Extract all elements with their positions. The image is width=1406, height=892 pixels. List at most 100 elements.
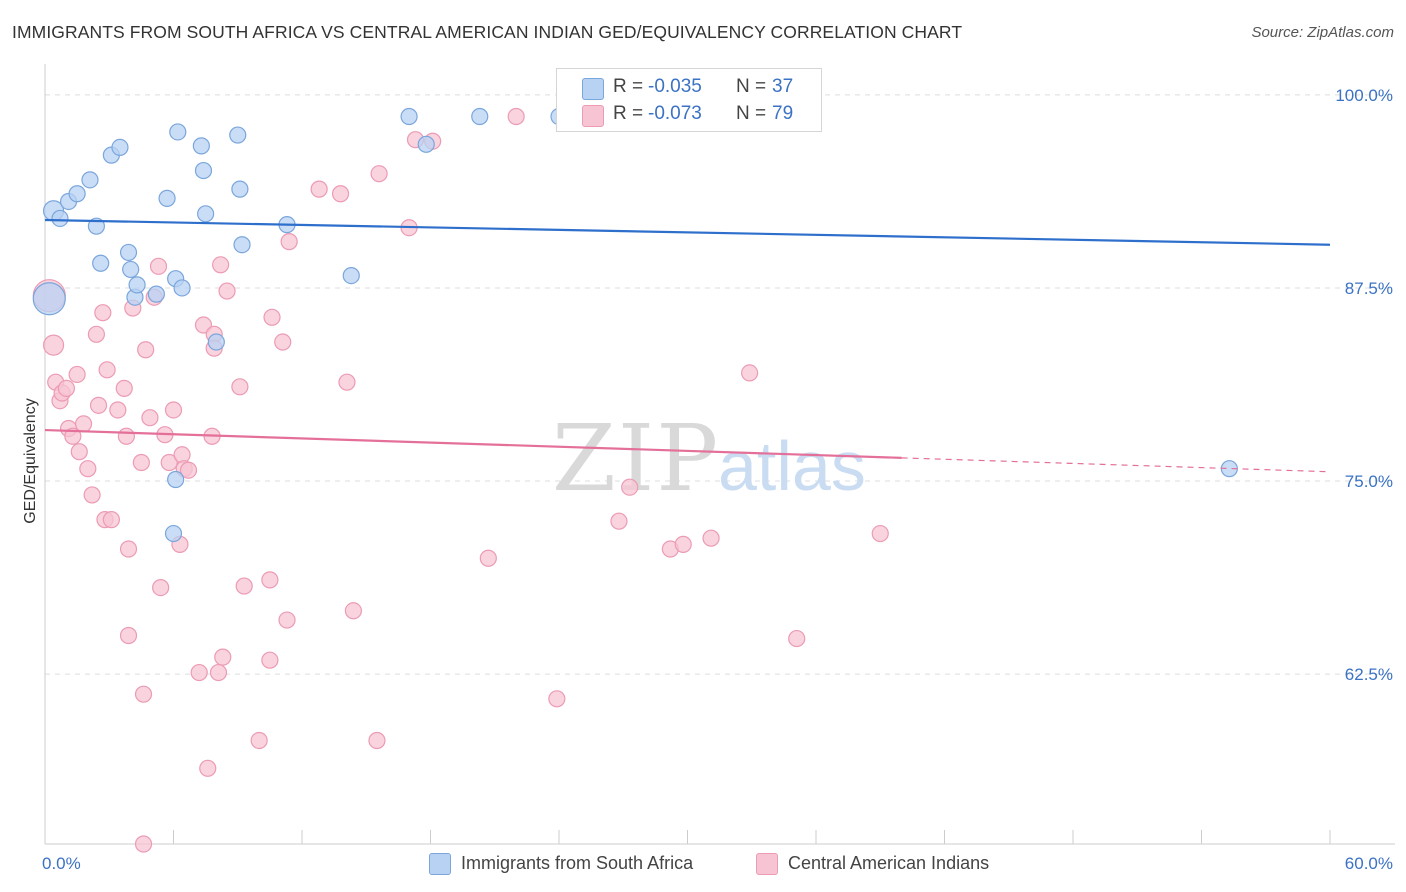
data-point: [137, 341, 155, 359]
bottom-legend-swatch-pink: [756, 853, 778, 875]
bottom-legend-label: Central American Indians: [788, 853, 990, 873]
data-point: [231, 180, 249, 198]
data-point: [212, 256, 230, 274]
data-point: [81, 171, 99, 189]
data-point: [128, 276, 146, 294]
data-point: [79, 460, 97, 478]
data-point: [674, 535, 692, 553]
data-point: [331, 185, 350, 203]
legend-n-value: 79: [772, 103, 794, 124]
data-point: [70, 443, 88, 461]
data-point: [263, 308, 281, 326]
watermark: ZIP atlas: [552, 405, 866, 512]
data-point: [89, 396, 108, 414]
data-point: [167, 470, 185, 489]
x-tick-label: 60.0%: [1345, 854, 1393, 873]
bottom-legend-swatch-blue: [429, 853, 451, 875]
data-point: [871, 524, 889, 543]
trend-lines: [44, 218, 1331, 473]
source-credit: Source: ZipAtlas.com: [1251, 24, 1394, 41]
trend-line-extension: [901, 457, 1331, 473]
data-point: [274, 333, 292, 351]
data-point: [280, 233, 298, 251]
data-point: [370, 165, 388, 183]
data-point: [42, 334, 65, 356]
data-point: [152, 579, 170, 597]
data-point: [92, 254, 110, 272]
data-point: [134, 835, 153, 853]
data-point: [179, 461, 198, 479]
watermark-zip: ZIP: [552, 405, 720, 512]
y-tick-label: 100.0%: [1335, 86, 1393, 105]
data-point: [147, 285, 165, 303]
legend-n-value: 37: [772, 76, 794, 97]
data-point: [250, 731, 268, 750]
data-point: [98, 361, 116, 379]
data-point: [368, 731, 386, 750]
data-point: [109, 401, 127, 419]
legend-swatch-pink: [582, 105, 604, 127]
legend-n-label: N =: [736, 76, 767, 97]
data-point: [278, 611, 296, 629]
data-point: [231, 378, 249, 396]
data-point: [344, 602, 362, 620]
data-point: [218, 282, 236, 300]
data-point: [68, 185, 86, 203]
data-point: [160, 453, 178, 472]
data-point: [199, 759, 217, 777]
y-tick-label: 87.5%: [1345, 279, 1393, 298]
data-point: [400, 107, 418, 126]
data-point: [233, 236, 251, 254]
data-point: [32, 282, 66, 316]
data-point: [310, 180, 328, 198]
data-point: [68, 365, 86, 384]
data-point: [115, 379, 133, 397]
data-point: [74, 415, 93, 433]
data-point: [621, 478, 639, 496]
data-point: [117, 427, 135, 445]
data-point: [51, 209, 69, 228]
data-point: [214, 648, 232, 666]
legend-r-value: -0.035: [648, 76, 702, 97]
data-point: [261, 571, 279, 589]
legend-swatch-blue: [582, 78, 604, 100]
bottom-legend-label: Immigrants from South Africa: [461, 853, 694, 873]
series-immigrants-from-south-africa: [32, 107, 1238, 543]
data-point: [261, 651, 279, 669]
y-axis-label: GED/Equivalency: [22, 398, 39, 523]
legend-r-label: R =: [613, 103, 644, 124]
data-point: [190, 663, 208, 682]
data-point: [87, 217, 106, 235]
data-point: [417, 135, 435, 153]
data-point: [507, 107, 525, 126]
data-point: [141, 409, 159, 427]
data-point: [149, 257, 168, 275]
data-point: [702, 529, 720, 547]
data-point: [197, 205, 215, 223]
data-point: [788, 629, 806, 648]
axes: [44, 64, 1395, 845]
data-point: [111, 138, 129, 157]
data-point: [87, 325, 106, 343]
data-point: [194, 161, 213, 180]
y-tick-label: 75.0%: [1345, 472, 1393, 491]
legend-r-label: R =: [613, 76, 644, 97]
watermark-atlas: atlas: [718, 427, 866, 505]
data-point: [134, 685, 153, 703]
trend-line: [44, 218, 1331, 246]
data-point: [173, 279, 191, 297]
data-point: [164, 401, 183, 419]
data-point: [235, 577, 253, 595]
data-point: [610, 512, 628, 530]
data-point: [119, 540, 138, 558]
data-point: [83, 486, 101, 504]
data-point: [479, 549, 497, 567]
tick-labels: 100.0% 87.5% 75.0% 62.5% 0.0% 60.0%: [42, 86, 1393, 873]
chart-title: IMMIGRANTS FROM SOUTH AFRICA VS CENTRAL …: [12, 22, 963, 42]
data-point: [548, 690, 566, 708]
data-point: [132, 453, 150, 472]
trend-line: [44, 428, 902, 459]
data-point: [102, 511, 120, 529]
legend-r-value: -0.073: [648, 103, 702, 124]
